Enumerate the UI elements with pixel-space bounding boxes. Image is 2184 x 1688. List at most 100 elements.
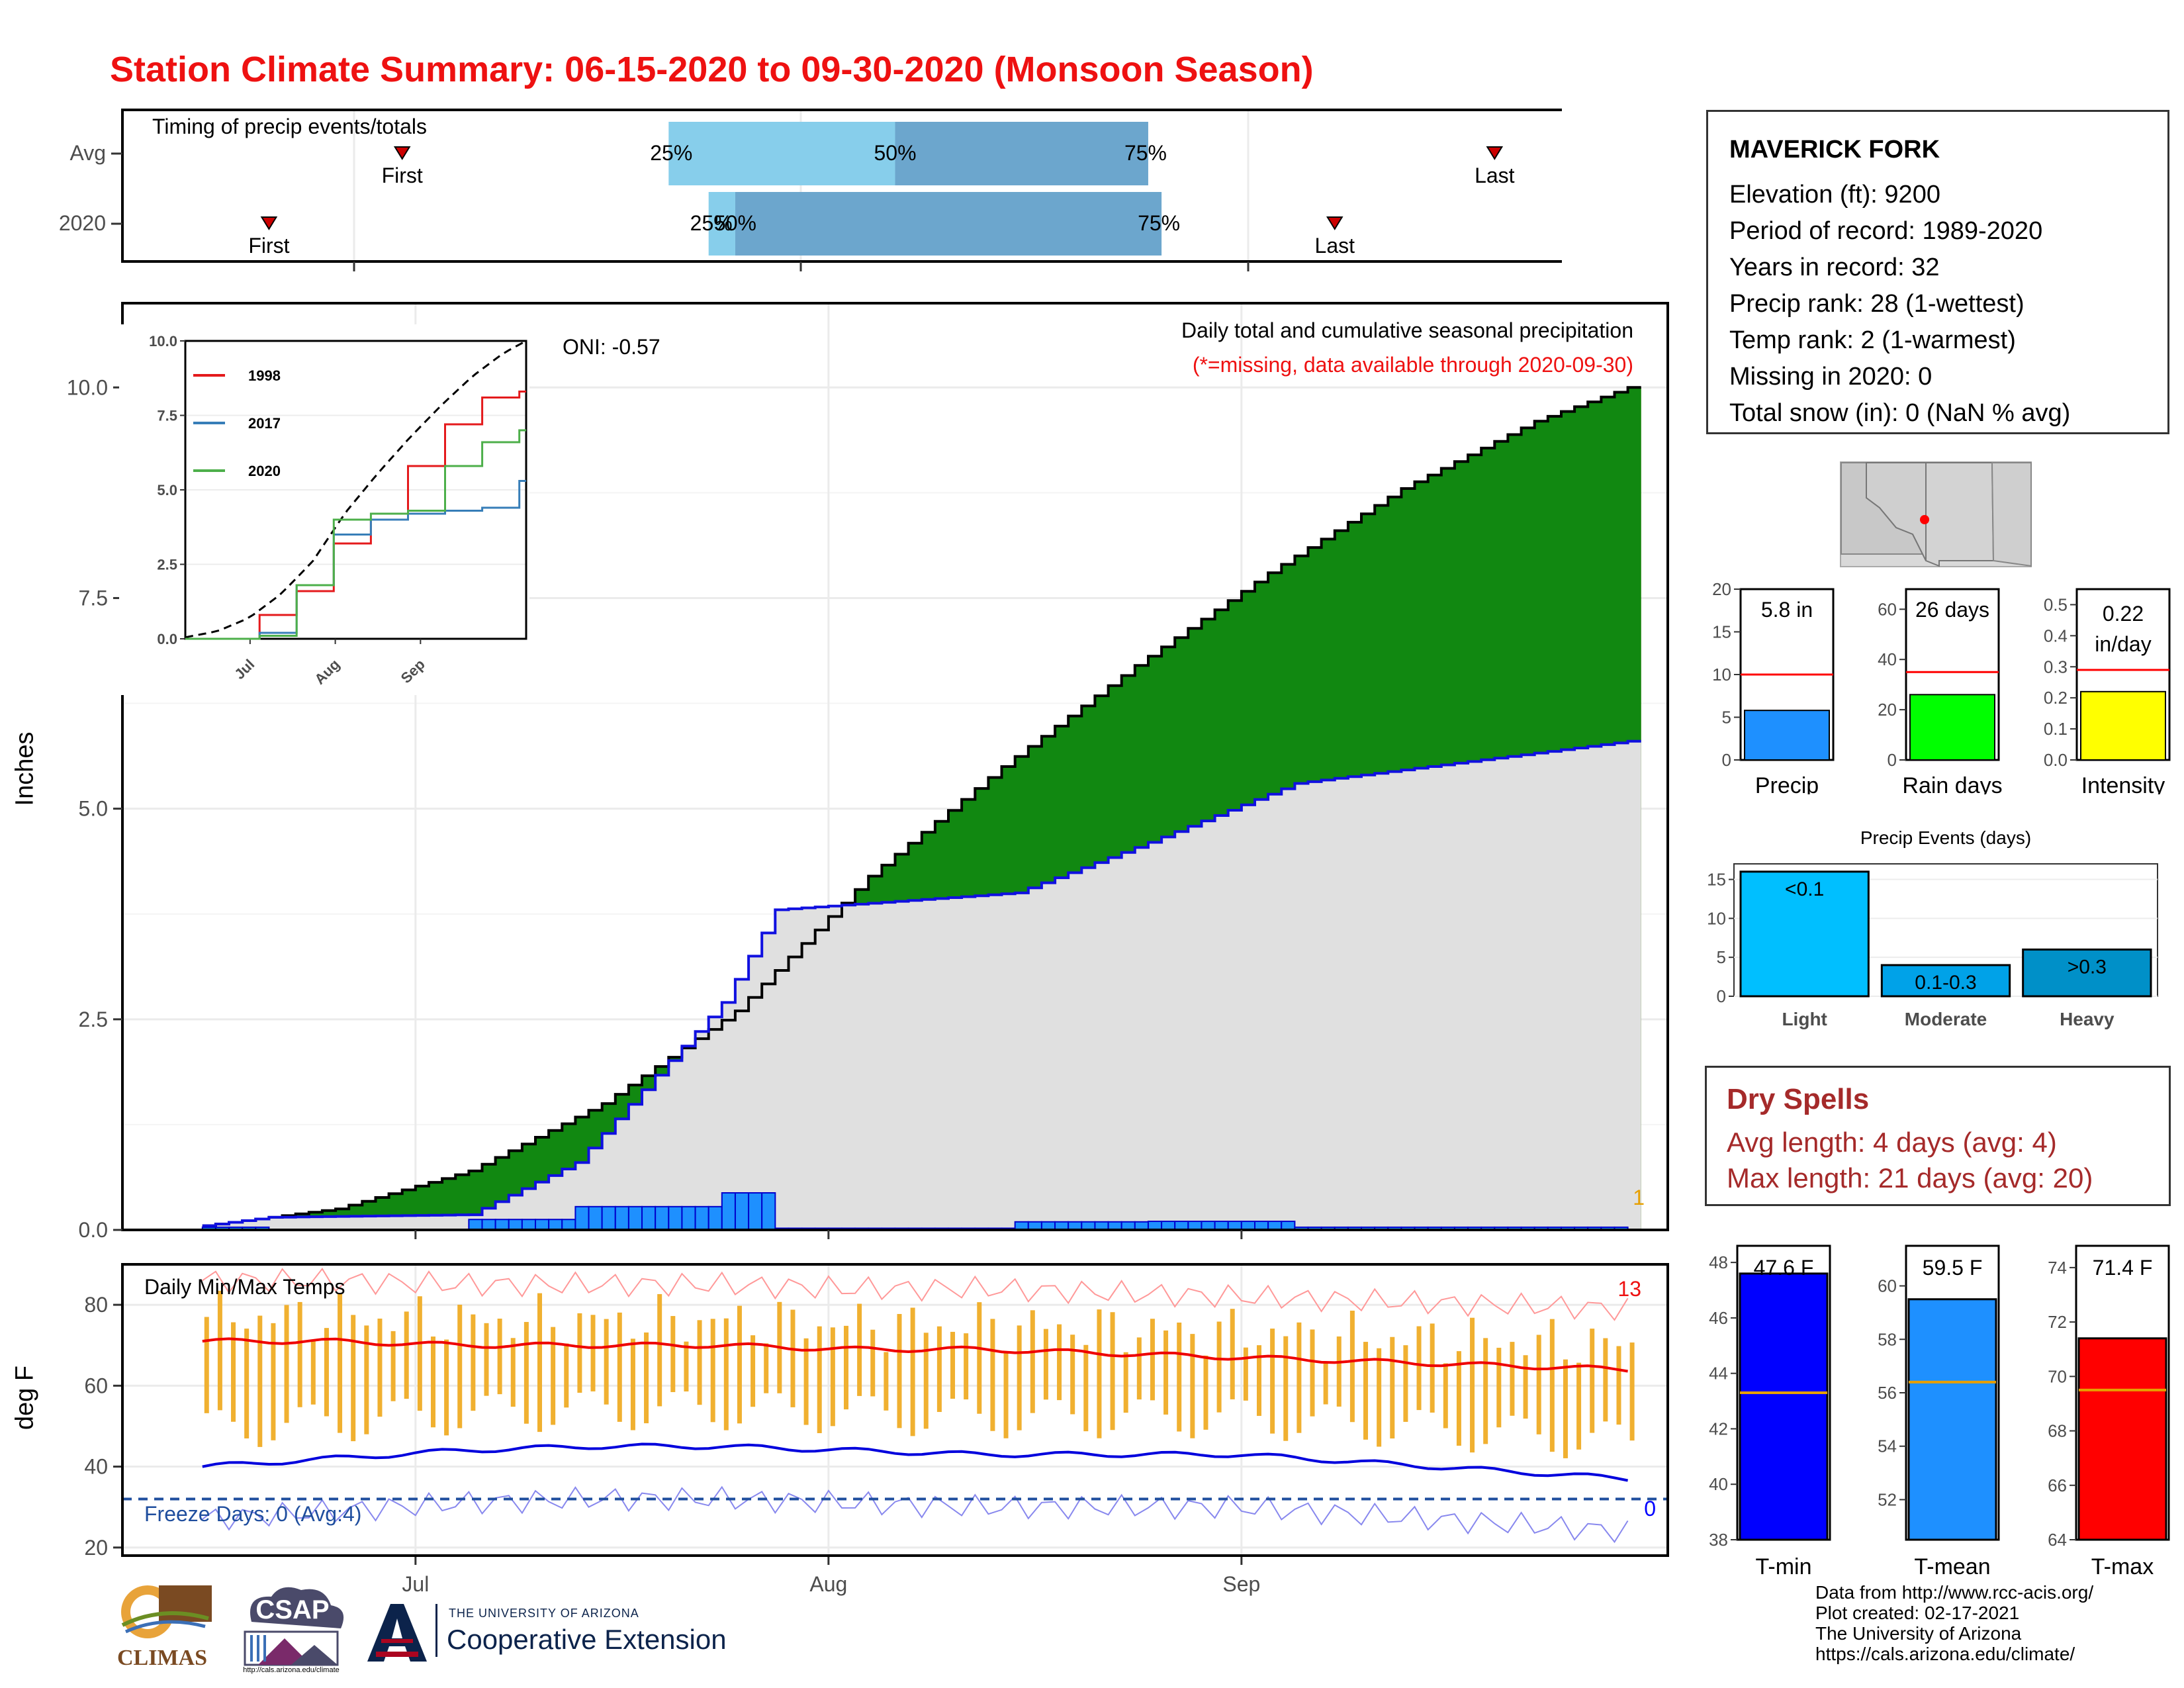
daily-precip-bar — [535, 1219, 550, 1231]
credit-line: Data from http://www.rcc-acis.org/ — [1815, 1582, 2094, 1603]
daily-precip-bar — [655, 1205, 670, 1231]
record-min-line — [202, 1485, 1629, 1544]
daily-temp-bar — [1083, 1344, 1089, 1432]
temp-bar-value-text: 71.4 F — [2093, 1256, 2153, 1280]
daily-temp-bar — [1003, 1353, 1009, 1438]
temp-bar-value-text: 59.5 F — [1923, 1256, 1983, 1280]
precip-main-chart: 0.02.55.07.510.0 ONI: -0.57 Daily total … — [67, 302, 1669, 1242]
daily-temp-bar — [1456, 1351, 1461, 1446]
station-info-line: Missing in 2020: 0 — [1729, 363, 1933, 391]
daily-temp-bar — [630, 1338, 635, 1430]
events-category: Light — [1782, 1009, 1827, 1029]
mini-bar-tick: 40 — [1878, 649, 1897, 669]
events-y-tick: 15 — [1707, 870, 1726, 890]
daily-precip-bar — [668, 1205, 683, 1231]
timing-pct-label: 25% — [690, 211, 733, 235]
events-y-tick: 10 — [1707, 908, 1726, 928]
events-bar-label: >0.3 — [2068, 956, 2107, 978]
precip-legend-line2: (*=missing, data available through 2020-… — [1193, 353, 1633, 377]
average-max-line — [202, 1337, 1628, 1373]
ua-big-text: Cooperative Extension — [447, 1624, 727, 1655]
daily-temp-bar — [1563, 1359, 1568, 1458]
temp-bar-label: T-max — [2091, 1554, 2154, 1579]
station-name: MAVERICK FORK — [1729, 136, 1940, 164]
mini-bar-value-unit: in/day — [2095, 632, 2151, 656]
ua-small-text: THE UNIVERSITY OF ARIZONA — [449, 1607, 639, 1620]
daily-temp-bar — [870, 1329, 876, 1397]
daily-temp-bar — [644, 1332, 649, 1424]
daily-temp-bar — [936, 1326, 942, 1413]
daily-temp-bar — [1470, 1317, 1475, 1453]
mini-bar-tick: 0.0 — [2044, 750, 2068, 770]
daily-precip-bar — [641, 1205, 657, 1231]
daily-temp-bar — [1336, 1336, 1342, 1407]
daily-temp-bar — [1017, 1325, 1022, 1430]
timing-pct-label: 25% — [650, 141, 692, 165]
daily-temp-bar — [884, 1352, 889, 1411]
daily-temp-bar — [271, 1323, 276, 1440]
daily-temp-bar — [710, 1319, 715, 1423]
station-location-dot — [1920, 515, 1929, 524]
daily-temp-bar — [1270, 1329, 1275, 1434]
daily-precip-bar — [561, 1219, 576, 1231]
mini-bar-value — [1744, 710, 1830, 761]
timing-marker-last — [1486, 146, 1504, 160]
temp-bar-tick: 48 — [1709, 1252, 1728, 1272]
timing-bar-upper — [895, 122, 1148, 185]
mini-bar-value-text: 26 days — [1915, 598, 1989, 622]
timing-pct-label: 50% — [714, 211, 756, 235]
daily-temp-bar — [1190, 1334, 1195, 1438]
mini-bar-tick: 10 — [1712, 665, 1731, 684]
events-bar-label: <0.1 — [1785, 878, 1824, 900]
daily-temp-bar — [790, 1309, 796, 1407]
daily-temp-bar — [457, 1304, 463, 1429]
daily-temp-bar — [1496, 1348, 1502, 1428]
events-bar — [1880, 964, 2011, 998]
daily-temp-bar — [537, 1293, 543, 1432]
inset-legend-label: 2020 — [248, 463, 281, 479]
daily-precip-bar — [761, 1192, 776, 1231]
mini-bar-tick: 20 — [1878, 700, 1897, 720]
daily-temp-bar — [377, 1318, 383, 1417]
inset-legend-label: 2017 — [248, 415, 281, 432]
daily-temp-bar — [1483, 1338, 1488, 1444]
daily-temp-bar — [897, 1313, 902, 1429]
timing-frame — [121, 109, 1562, 263]
daily-precip-bar — [521, 1219, 537, 1231]
average-min-line — [202, 1442, 1628, 1482]
dry-spells-avg: Avg length: 4 days (avg: 4) — [1727, 1127, 2057, 1158]
dry-spells-box: Dry Spells Avg length: 4 days (avg: 4) M… — [1705, 1066, 2171, 1206]
daily-temp-bar — [1363, 1342, 1369, 1440]
daily-temp-bar — [1177, 1322, 1182, 1432]
main-frame — [121, 302, 1669, 1231]
mini-bar-label: Precip — [1755, 773, 1819, 794]
daily-temp-bar — [1590, 1329, 1595, 1433]
temp-count-red: 13 — [1617, 1277, 1641, 1301]
mini-bar-tick: 0 — [1722, 750, 1731, 770]
csap-url: http://cals.arizona.edu/climate — [243, 1666, 340, 1674]
mini-bar-label: Rain days — [1902, 773, 2002, 794]
daily-temp-bar — [1216, 1321, 1222, 1413]
temp-bar-tick: 38 — [1709, 1530, 1728, 1550]
daily-precip-bar — [548, 1219, 563, 1231]
daily-temp-bar — [364, 1325, 369, 1434]
daily-temp-bar — [1443, 1363, 1448, 1429]
daily-temp-bar — [1256, 1345, 1261, 1416]
daily-temp-bar — [497, 1318, 502, 1395]
mini-bar-value — [1909, 694, 1995, 761]
x-axis-tick: Sep — [1222, 1572, 1260, 1596]
daily-temp-bar — [1110, 1312, 1115, 1430]
climas-logo: CLIMAS — [109, 1579, 215, 1675]
temp-bar-tick: 40 — [1709, 1474, 1728, 1494]
daily-temp-bar — [1349, 1310, 1355, 1423]
daily-temp-bar — [723, 1318, 729, 1430]
temp-bar-tick: 72 — [2048, 1312, 2067, 1332]
cumulative-average-line — [202, 386, 1641, 1227]
daily-precip-bar — [707, 1205, 723, 1231]
credit-line: Plot created: 02-17-2021 — [1815, 1603, 2020, 1623]
timing-bar-upper — [735, 192, 1162, 256]
daily-temp-bar — [1057, 1324, 1062, 1401]
timing-marker-label: Last — [1315, 234, 1355, 258]
daily-temp-bar — [1136, 1337, 1142, 1400]
inset-legend-label: 1998 — [248, 367, 281, 384]
